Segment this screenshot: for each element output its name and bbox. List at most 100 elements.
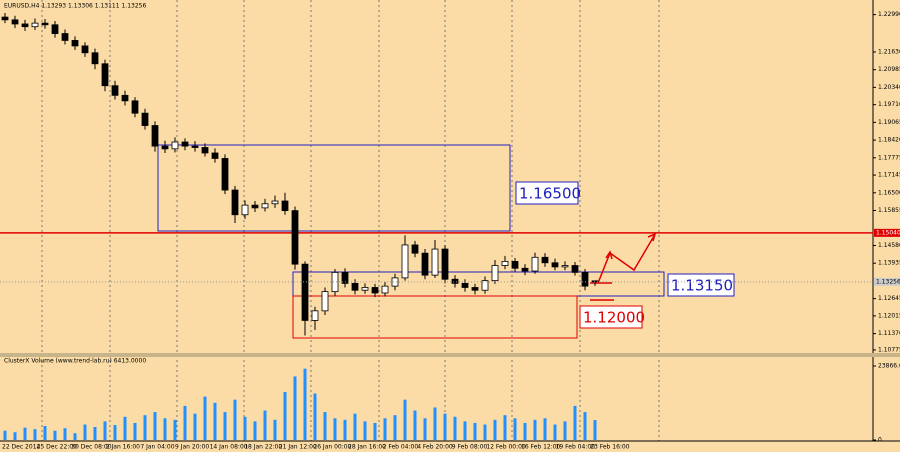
candle-body [461, 282, 469, 288]
y-tick-label: 1.11370 [878, 330, 900, 337]
chart-title: EURUSD,H4 1.13293 1.13306 1.13111 1.1325… [4, 3, 146, 10]
candle-body [561, 265, 569, 268]
candle-body [81, 45, 89, 54]
x-tick-label: 19 Feb 04:00 [556, 444, 596, 451]
y-tick-label: 0 [878, 437, 882, 444]
volume-bar [293, 376, 297, 440]
volume-bar [403, 399, 407, 440]
candle-body [101, 63, 109, 87]
candle-body [311, 310, 319, 321]
candle-body [31, 22, 39, 28]
price-label: 1.13256 [876, 278, 900, 285]
y-tick-label: 1.10775 [878, 346, 900, 353]
candle-body [551, 262, 559, 268]
annotation: 1.12000 [583, 309, 645, 327]
volume-bar [523, 422, 527, 440]
price-label-box [874, 277, 900, 286]
volume-bar [353, 413, 357, 440]
candle-body [411, 244, 419, 254]
volume-bar [73, 433, 77, 440]
volume-bar [63, 428, 67, 440]
volume-bar [513, 418, 517, 440]
x-tick-label: 2 Jan 16:00 [106, 444, 140, 451]
level-label: 1.15040 [876, 229, 900, 236]
y-tick-label: 1.17775 [878, 154, 900, 161]
volume-bar [363, 421, 367, 440]
y-tick-label: 1.16500 [878, 189, 900, 196]
y-tick-label: 1.15855 [878, 207, 900, 214]
volume-bar [233, 399, 237, 440]
candle-body [451, 278, 459, 284]
x-tick-label: 18 Jan 22:00 [244, 444, 282, 451]
volume-bar [493, 419, 497, 440]
candle-body [281, 200, 289, 212]
volume-bar [163, 418, 167, 440]
zones [157, 144, 665, 339]
candle-body [291, 210, 299, 265]
y-tick-label: 1.12645 [878, 295, 900, 302]
candle-body [221, 158, 229, 191]
volume-bar [273, 419, 277, 440]
x-tick-label: 2 Feb 04:00 [383, 444, 419, 451]
candle-body [341, 271, 349, 284]
volume-bar [23, 427, 27, 440]
x-tick-label: 9 Feb 08:00 [452, 444, 488, 451]
candle-body [381, 285, 389, 294]
volume-bar [443, 413, 447, 440]
candle-body [531, 256, 539, 272]
candle-body [61, 33, 69, 41]
x-tick-label: 12 Feb 00:00 [486, 444, 526, 451]
candle-body [471, 287, 479, 291]
candle-body [421, 252, 429, 276]
x-tick-label: 9 Jan 20:00 [175, 444, 209, 451]
x-tick-label: 14 Jan 08:00 [210, 444, 248, 451]
candle-body [181, 141, 189, 147]
x-tick-label: 26 Jan 00:00 [313, 444, 351, 451]
volume-bar [593, 420, 597, 440]
candle-body [91, 52, 99, 65]
candle-body [481, 280, 489, 291]
candle-body [131, 100, 139, 114]
volume-bar [93, 426, 97, 440]
volume-bar [153, 412, 157, 440]
candle-body [361, 287, 369, 291]
annotation: 1.13150 [671, 277, 733, 295]
volume-bar [313, 393, 317, 440]
volume-bar [263, 410, 267, 440]
candle-body [351, 282, 359, 291]
volume-bar [223, 412, 227, 440]
candle-body [201, 147, 209, 154]
candle-body [121, 94, 129, 102]
candle-body [21, 23, 29, 28]
candle-body [391, 277, 399, 287]
panel-separator [0, 353, 900, 357]
x-tick-label: 28 Jan 16:00 [348, 444, 386, 451]
candle-body [331, 271, 339, 293]
candle-body [51, 24, 59, 34]
volume-bar [463, 421, 467, 440]
candle-body [41, 22, 49, 26]
candle-body [151, 125, 159, 147]
forecast-arrows [590, 232, 657, 301]
y-tick-label: 1.14580 [878, 242, 900, 249]
candle-body [441, 248, 449, 280]
y-tick-label: 1.13935 [878, 260, 900, 267]
volume-bar [243, 416, 247, 440]
volume-bar [503, 415, 507, 440]
candle-body [501, 261, 509, 266]
candle-body [581, 271, 589, 287]
x-tick-label: 25 Dec 22:00 [37, 444, 78, 451]
y-tick-label: 1.20340 [878, 84, 900, 91]
x-tick-label: 7 Jan 04:00 [140, 444, 174, 451]
candle-body [251, 204, 259, 209]
y-tick-label: 1.22990 [878, 11, 900, 18]
candle-body [541, 256, 549, 264]
y-tick-label: 1.18420 [878, 137, 900, 144]
x-tick-label: 21 Jan 12:00 [279, 444, 317, 451]
candle-body [1, 16, 9, 21]
volume-bar [143, 415, 147, 440]
volume-bar [113, 425, 117, 440]
candle-body [571, 265, 579, 273]
